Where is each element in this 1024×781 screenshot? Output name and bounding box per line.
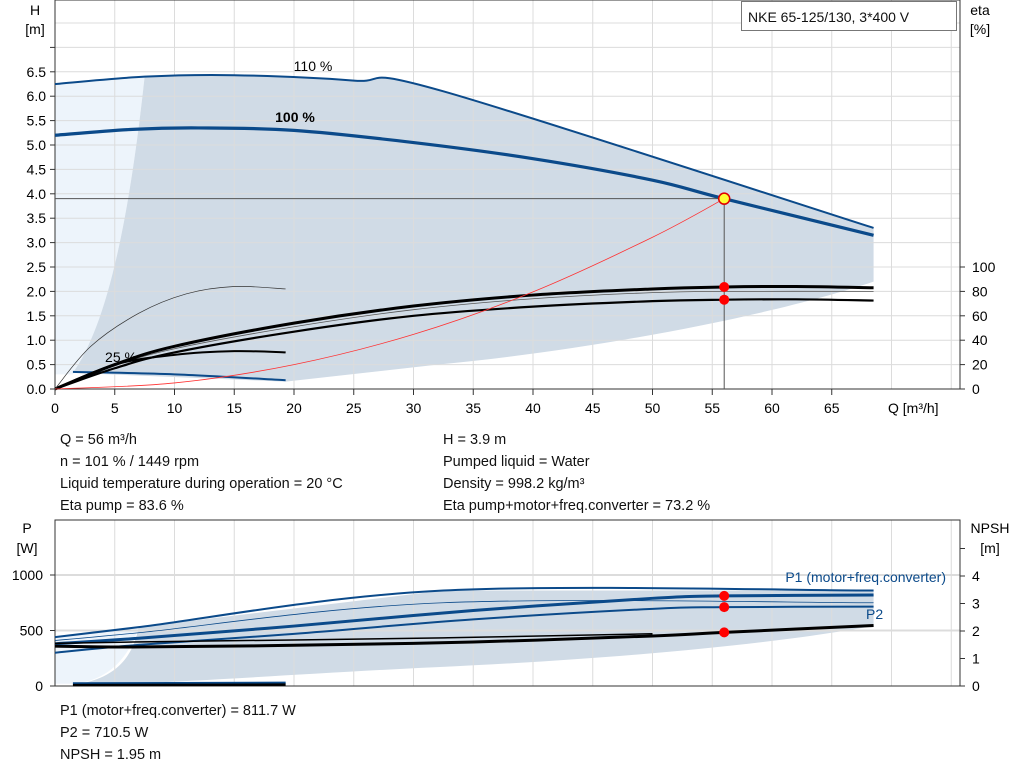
curve-eta_total: [54, 298, 874, 391]
y-tick-label: 2.0: [27, 283, 47, 299]
info-liquid: Pumped liquid = Water: [443, 454, 590, 470]
curve-label-110: 110 %: [294, 58, 333, 74]
x-tick-label: 50: [645, 400, 661, 416]
curve-label-100: 100 %: [275, 109, 315, 125]
y2-tick-label: 40: [972, 332, 988, 348]
y2-tick-label: 20: [972, 357, 988, 373]
p-axis-label: P: [22, 520, 31, 536]
y-tick-label: 2.5: [27, 259, 47, 275]
npsh-axis-unit: [m]: [980, 540, 999, 556]
x-axis-label: Q [m³/h]: [888, 400, 939, 416]
y-tick-label: 3.0: [27, 235, 47, 251]
p2-marker: [719, 602, 730, 613]
info-p2: P2 = 710.5 W: [60, 725, 149, 741]
x-tick-label: 15: [226, 400, 242, 416]
info-top-right: H = 3.9 m Pumped liquid = Water Density …: [443, 429, 710, 517]
info-flow: Q = 56 m³/h: [60, 432, 137, 448]
x-tick-label: 60: [764, 400, 780, 416]
info-eta-pump: Eta pump = 83.6 %: [60, 498, 184, 514]
p-tick-label: 500: [20, 623, 44, 639]
info-density: Density = 998.2 kg/m³: [443, 476, 585, 492]
info-top-left: Q = 56 m³/h n = 101 % / 1449 rpm Liquid …: [60, 429, 343, 517]
info-p1: P1 (motor+freq.converter) = 811.7 W: [60, 703, 296, 719]
curve-p-low: [72, 681, 286, 685]
eta-pump-marker: [719, 282, 730, 293]
curve-npsh_110: [54, 633, 653, 645]
x-tick-label: 10: [167, 400, 183, 416]
curve-eta_min: [54, 286, 286, 390]
y-tick-label: 6.0: [27, 88, 47, 104]
info-bottom: P1 (motor+freq.converter) = 811.7 W P2 =…: [60, 700, 296, 766]
y-tick-label: 1.0: [27, 332, 47, 348]
x-tick-label: 40: [525, 400, 541, 416]
y-axis-unit: [m]: [25, 21, 44, 37]
curve-label-p1: P1 (motor+freq.converter): [785, 569, 946, 585]
x-tick-label: 20: [286, 400, 302, 416]
p-axis-unit: [W]: [17, 540, 38, 556]
x-tick-label: 5: [111, 400, 119, 416]
y-tick-label: 6.5: [27, 64, 47, 80]
curve-eta_low: [54, 350, 286, 390]
npsh-tick-label: 4: [972, 568, 980, 584]
eta-total-marker: [719, 294, 730, 305]
npsh-axis-label: NPSH: [971, 520, 1010, 536]
y-tick-label: 4.5: [27, 161, 47, 177]
curve-h100: [54, 126, 874, 237]
curve-label-25: 25 %: [105, 349, 137, 365]
p1-marker: [719, 590, 730, 601]
npsh-tick-label: 3: [972, 596, 980, 612]
y2-tick-label: 80: [972, 283, 988, 299]
x-tick-label: 25: [346, 400, 362, 416]
curve-system: [54, 198, 725, 390]
pump-title: NKE 65-125/130, 3*400 V: [741, 1, 957, 31]
y2-tick-label: 100: [972, 259, 996, 275]
light-area: [55, 76, 145, 375]
x-tick-label: 55: [704, 400, 720, 416]
y2-axis-unit: [%]: [970, 21, 990, 37]
y-tick-label: 3.5: [27, 210, 47, 226]
y2-tick-label: 60: [972, 308, 988, 324]
curve-npsh_low: [72, 683, 286, 687]
x-tick-label: 65: [824, 400, 840, 416]
duty-point-marker: [717, 192, 731, 205]
info-npsh: NPSH = 1.95 m: [60, 747, 162, 763]
curve-p1_110_thin: [54, 600, 874, 641]
curve-label-p2: P2: [866, 606, 883, 622]
x-tick-label: 30: [406, 400, 422, 416]
x-tick-label: 0: [51, 400, 59, 416]
info-eta-total: Eta pump+motor+freq.converter = 73.2 %: [443, 498, 711, 514]
y2-tick-label: 0: [972, 381, 980, 397]
x-tick-label: 45: [585, 400, 601, 416]
y-axis-label: H: [30, 2, 40, 18]
info-head: H = 3.9 m: [443, 432, 507, 448]
curve-eta_pump: [54, 284, 874, 391]
y-tick-label: 0.0: [27, 381, 47, 397]
y-tick-label: 0.5: [27, 357, 47, 373]
npsh-tick-label: 2: [972, 623, 980, 639]
info-temperature: Liquid temperature during operation = 20…: [60, 476, 343, 492]
npsh-tick-label: 1: [972, 651, 980, 667]
y2-axis-label: eta: [970, 2, 990, 18]
eta-curve-thin: [54, 290, 874, 390]
curve-h110: [54, 73, 874, 229]
npsh-tick-label: 0: [972, 678, 980, 694]
y-tick-label: 4.0: [27, 186, 47, 202]
curve-p1_110: [54, 586, 874, 639]
top-plot-frame: [54, 0, 961, 390]
y-tick-label: 1.5: [27, 308, 47, 324]
y-tick-label: 5.5: [27, 113, 47, 129]
y-tick-label: 5.0: [27, 137, 47, 153]
p-tick-label: 1000: [12, 567, 43, 583]
info-speed: n = 101 % / 1449 rpm: [60, 454, 200, 470]
p-tick-label: 0: [35, 678, 43, 694]
x-tick-label: 35: [465, 400, 481, 416]
npsh-marker: [719, 627, 730, 638]
